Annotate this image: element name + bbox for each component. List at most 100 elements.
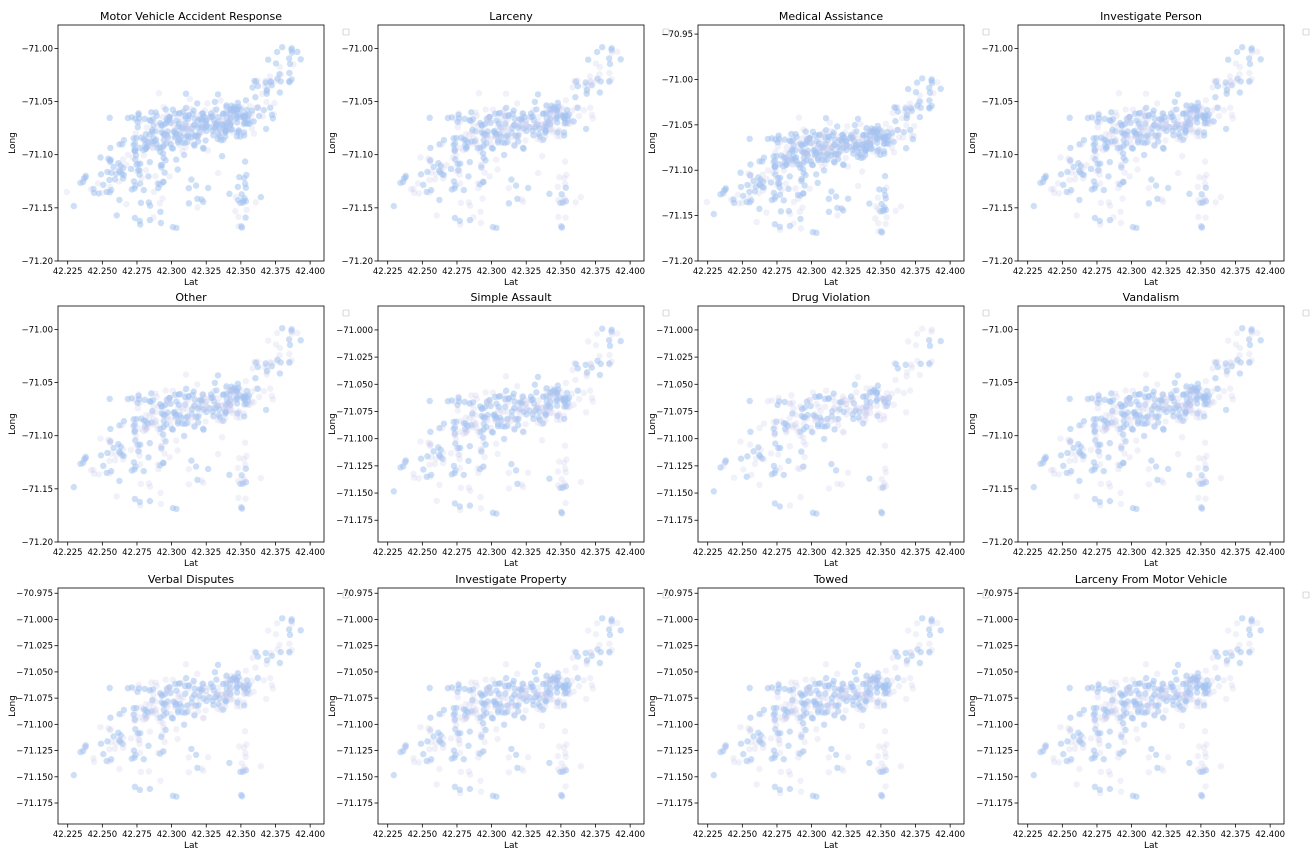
scatter-point [131, 428, 139, 435]
scatter-point [514, 764, 521, 772]
scatter-point [262, 79, 269, 86]
scatter-point [472, 706, 480, 713]
scatter-point [131, 140, 139, 147]
y-tick-label: −71.20 [982, 257, 1013, 267]
scatter-point [801, 182, 808, 189]
scatter-point [863, 680, 870, 687]
scatter-point [1189, 410, 1196, 417]
scatter-point [759, 171, 767, 178]
scatter-point [237, 480, 244, 487]
scatter-point [831, 426, 838, 433]
scatter-point [830, 390, 837, 397]
scatter-point [199, 110, 207, 117]
scatter-point [160, 459, 167, 466]
scatter-point [164, 703, 171, 711]
scatter-point [140, 756, 147, 763]
scatter-point [464, 422, 471, 430]
scatter-point [473, 424, 480, 431]
scatter-point [888, 390, 896, 397]
scatter-point [1198, 504, 1205, 511]
scatter-point [470, 418, 477, 425]
scatter-point [152, 172, 159, 180]
scatter-point [188, 745, 195, 753]
scatter-point [511, 691, 518, 698]
scatter-point [834, 480, 841, 487]
scatter-point [105, 155, 112, 162]
scatter-point [130, 711, 137, 718]
scatter-point [816, 393, 823, 400]
scatter-point [80, 747, 87, 755]
scatter-point [1128, 425, 1136, 433]
scatter-point [227, 397, 234, 405]
scatter-point [164, 414, 171, 422]
y-tick-label: −71.150 [656, 489, 693, 499]
scatter-point [424, 738, 431, 745]
scatter-point [479, 434, 487, 441]
scatter-point [1202, 495, 1209, 502]
scatter-point [585, 56, 592, 63]
scatter-point [132, 463, 139, 470]
scatter-point [136, 448, 143, 455]
scatter-point [903, 122, 910, 129]
scatter-point [1152, 463, 1160, 470]
scatter-point [465, 742, 472, 749]
scatter-point [1233, 358, 1240, 365]
scatter-point [478, 162, 486, 169]
scatter-point [173, 687, 180, 694]
scatter-point [863, 131, 870, 138]
scatter-point [466, 487, 474, 494]
scatter-point [574, 674, 581, 682]
scatter-point [436, 196, 443, 204]
scatter-point [1144, 406, 1151, 413]
scatter-point [248, 125, 256, 132]
scatter-point [861, 693, 869, 701]
scatter-point [400, 747, 407, 755]
scatter-point [885, 394, 893, 401]
scatter-point [852, 690, 859, 697]
scatter-point [163, 140, 170, 147]
scatter-point [880, 396, 887, 404]
scatter-point [477, 690, 484, 697]
scatter-point [1214, 363, 1222, 371]
scatter-point [1120, 178, 1127, 185]
scatter-point [776, 740, 783, 748]
scatter-point [803, 709, 810, 717]
scatter-point [425, 439, 432, 446]
x-tick-label: 42.350 [546, 267, 576, 277]
scatter-point [547, 122, 554, 129]
scatter-point [286, 341, 294, 349]
scatter-point [164, 128, 171, 135]
x-tick-label: 42.275 [442, 548, 472, 558]
scatter-point [562, 783, 569, 790]
scatter-point [575, 395, 583, 403]
scatter-point [493, 440, 500, 447]
scatter-point [522, 407, 529, 414]
scatter-point [582, 361, 589, 368]
scatter-point [764, 167, 772, 174]
scatter-point [157, 489, 164, 496]
scatter-point [185, 769, 193, 776]
scatter-point [851, 121, 859, 129]
scatter-point [811, 704, 819, 711]
scatter-point [547, 126, 554, 133]
legend-box [342, 28, 350, 36]
scatter-point [402, 742, 409, 749]
scatter-point [1066, 158, 1074, 165]
scatter-point [222, 697, 229, 704]
scatter-point [268, 652, 275, 659]
x-tick-label: 42.250 [87, 830, 117, 840]
scatter-point [925, 337, 933, 344]
scatter-point [505, 469, 512, 477]
scatter-point [549, 409, 556, 416]
scatter-point [514, 670, 521, 677]
scatter-point [267, 104, 274, 111]
scatter-point [1144, 133, 1152, 140]
scatter-point [561, 702, 568, 709]
scatter-point [883, 184, 890, 191]
scatter-point [171, 415, 179, 422]
scatter-point [454, 407, 461, 414]
scatter-point [530, 415, 537, 422]
scatter-point [905, 85, 912, 93]
scatter-point [514, 134, 521, 142]
scatter-point [499, 423, 506, 430]
